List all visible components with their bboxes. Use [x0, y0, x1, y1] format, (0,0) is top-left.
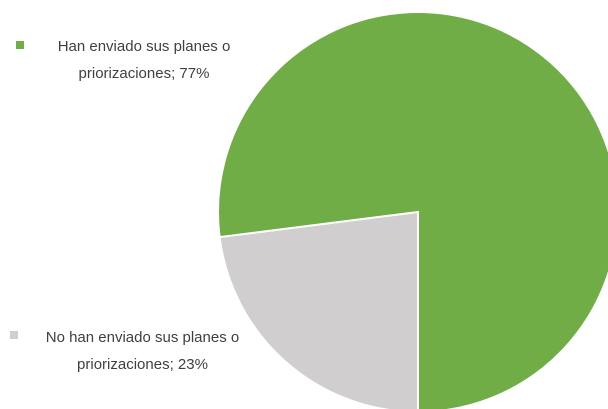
data-label: Han enviado sus planes o priorizaciones;… — [57, 38, 231, 82]
pie-slice — [218, 210, 419, 409]
data-label: No han enviado sus planes o priorizacion… — [45, 329, 240, 373]
legend-marker — [16, 41, 24, 49]
pie-slice — [217, 11, 608, 409]
legend-marker — [10, 331, 18, 339]
